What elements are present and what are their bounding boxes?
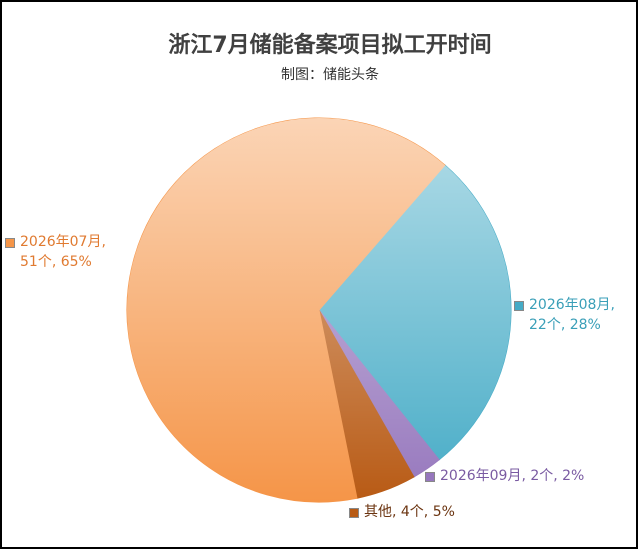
label-swatch [349, 508, 359, 518]
data-label-row: 2026年07月, 51个, 65% [5, 232, 125, 272]
data-label-row: 其他, 4个, 5% [349, 502, 489, 522]
label-swatch [425, 472, 435, 482]
data-label: 其他, 4个, 5% [364, 504, 455, 520]
data-label: 2026年09月, 2个, 2% [440, 468, 585, 484]
data-label-row: 2026年09月, 2个, 2% [425, 466, 635, 486]
data-label: 2026年08月, 22个, 28% [529, 297, 615, 333]
data-label: 2026年07月, 51个, 65% [20, 234, 106, 270]
chart-subtitle: 制图：储能头条 [281, 66, 379, 83]
label-swatch [5, 238, 15, 248]
chart-title: 浙江7月储能备案项目拟工开时间 [168, 32, 491, 58]
data-label-row: 2026年08月, 22个, 28% [514, 295, 624, 335]
label-swatch [514, 301, 524, 311]
